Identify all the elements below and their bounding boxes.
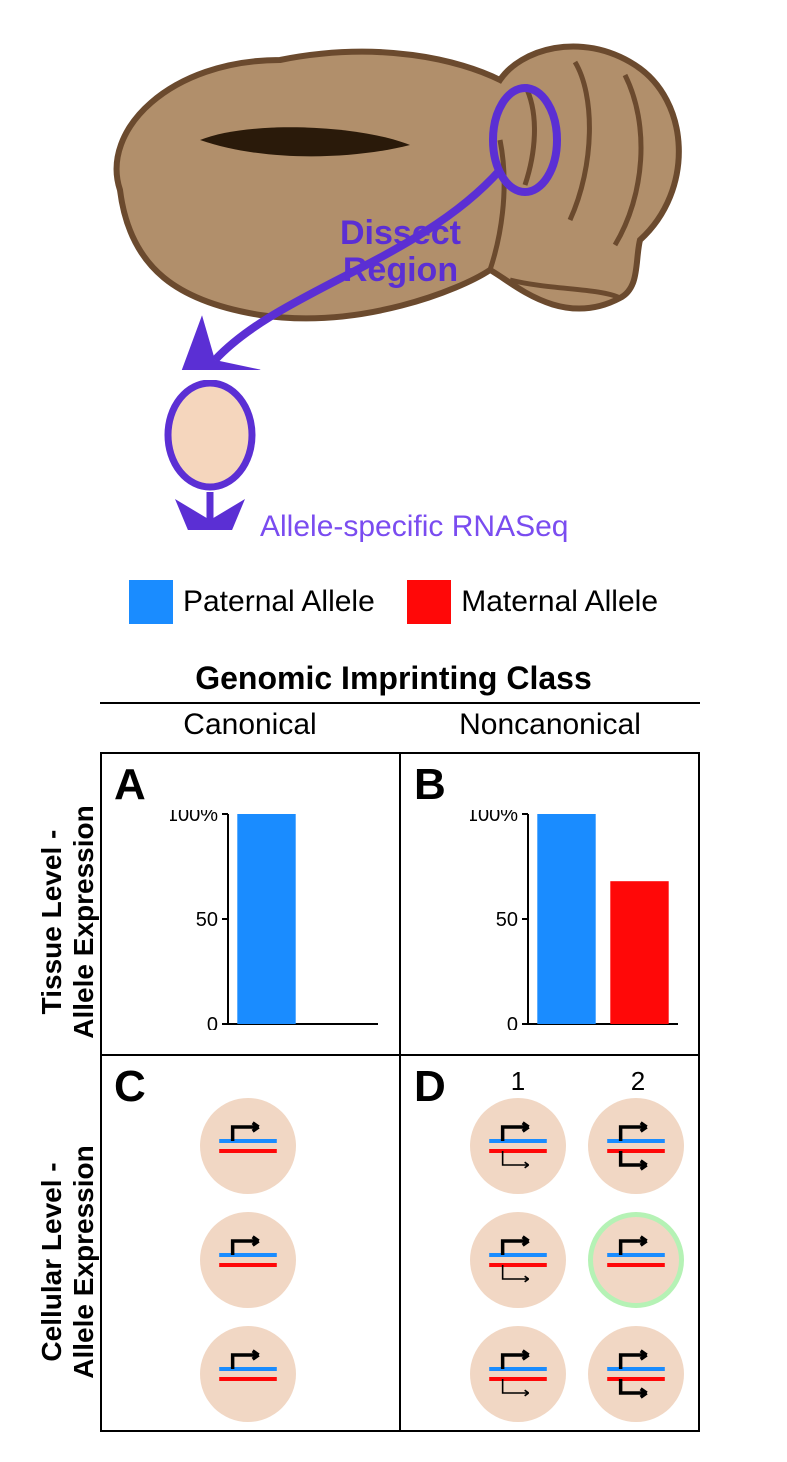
svg-text:100%: 100% <box>170 810 218 826</box>
cell-icon <box>588 1098 684 1194</box>
chart-B: 0 50 100% <box>470 810 680 1030</box>
cell-icon <box>200 1326 296 1422</box>
row-label-cellular: Cellular Level -Allele Expression <box>36 1122 100 1402</box>
paternal-swatch <box>129 580 173 624</box>
dissect-label: DissectRegion <box>340 215 461 290</box>
panel-letter-B: B <box>414 760 446 810</box>
chart-A: 0 50 100% <box>170 810 380 1030</box>
legend-maternal: Maternal Allele <box>407 580 658 624</box>
panel-letter-D: D <box>414 1062 446 1112</box>
panel-D-sublabel-1: 1 <box>468 1066 568 1097</box>
dissected-sample <box>155 380 275 530</box>
svg-text:0: 0 <box>507 1014 518 1030</box>
cell-icon <box>588 1212 684 1308</box>
col-header-noncanonical: Noncanonical <box>400 708 700 742</box>
legend-paternal: Paternal Allele <box>129 580 375 624</box>
rnaseq-label: Allele-specific RNASeq <box>260 510 568 544</box>
cell-icon <box>470 1326 566 1422</box>
cell-icon <box>200 1212 296 1308</box>
row-label-tissue: Tissue Level -Allele Expression <box>36 782 100 1062</box>
cell-icon <box>470 1098 566 1194</box>
table-title: Genomic Imprinting Class <box>0 660 787 697</box>
panel-D-sublabel-2: 2 <box>588 1066 688 1097</box>
legend: Paternal Allele Maternal Allele <box>0 580 787 629</box>
cell-icon <box>200 1098 296 1194</box>
panel-C-cells <box>200 1098 296 1422</box>
maternal-label: Maternal Allele <box>461 585 658 619</box>
maternal-swatch <box>407 580 451 624</box>
svg-text:100%: 100% <box>470 810 518 826</box>
cell-icon <box>588 1326 684 1422</box>
svg-text:50: 50 <box>496 909 518 931</box>
brain-illustration <box>80 30 700 370</box>
paternal-label: Paternal Allele <box>183 585 375 619</box>
svg-text:0: 0 <box>207 1014 218 1030</box>
cell-icon <box>470 1212 566 1308</box>
col-header-canonical: Canonical <box>100 708 400 742</box>
svg-text:50: 50 <box>196 909 218 931</box>
title-rule <box>100 702 700 704</box>
panel-D-cells <box>470 1098 684 1422</box>
panel-letter-A: A <box>114 760 146 810</box>
panel-letter-C: C <box>114 1062 146 1112</box>
